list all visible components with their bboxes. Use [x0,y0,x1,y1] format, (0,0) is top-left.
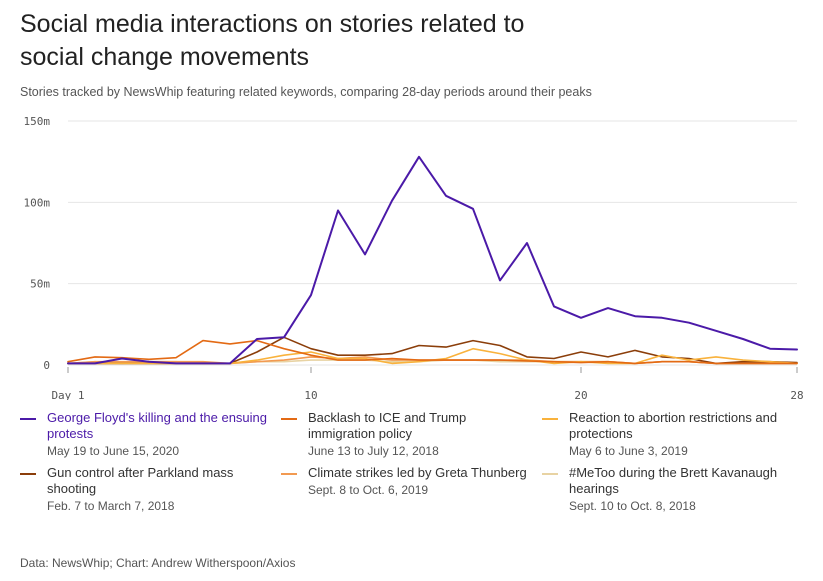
legend-label: #MeToo during the Brett Kavanaugh hearin… [569,465,778,496]
legend-swatch [20,473,36,475]
legend-dates: Sept. 10 to Oct. 8, 2018 [569,499,696,513]
y-tick-label: 50m [30,278,50,291]
x-tick-label: 28 [790,389,803,400]
gridlines: 0 50m 100m 150m [24,115,797,372]
x-axis: Day 1 10 20 28 [51,367,804,400]
legend-swatch [542,418,558,420]
legend-label: Backlash to ICE and Trump immigration po… [308,410,467,441]
legend-swatch [20,418,36,420]
series-line-1 [67,339,798,365]
chart-title: Social media interactions on stories rel… [20,10,525,71]
series-lines [67,155,798,365]
legend-dates: Sept. 8 to Oct. 6, 2019 [308,483,429,497]
legend-swatch [542,473,558,475]
x-tick-label: Day 1 [51,389,84,400]
chart-subtitle: Stories tracked by NewsWhip featuring re… [20,85,592,99]
y-tick-label: 150m [24,115,51,128]
legend-swatch [281,473,297,475]
legend-dates: June 13 to July 12, 2018 [308,444,439,458]
legend-dates: May 6 to June 3, 2019 [569,444,688,458]
legend-item-abortion: Reaction to abortion restrictions and pr… [542,410,792,459]
legend-item-metoo: #MeToo during the Brett Kavanaugh hearin… [542,465,792,514]
legend-swatch [281,418,297,420]
legend-label: Gun control after Parkland mass shooting [47,465,234,496]
legend-label: George Floyd's killing and the ensuing p… [47,410,268,441]
legend-item-floyd: George Floyd's killing and the ensuing p… [20,410,270,459]
legend-dates: May 19 to June 15, 2020 [47,444,180,458]
x-tick-label: 10 [304,389,317,400]
line-chart: 0 50m 100m 150m Day 1 10 20 28 [24,115,804,400]
legend-label: Reaction to abortion restrictions and pr… [569,410,778,441]
legend-item-climate: Climate strikes led by Greta Thunberg Se… [281,465,531,498]
legend-dates: Feb. 7 to March 7, 2018 [47,499,175,513]
legend-item-parkland: Gun control after Parkland mass shooting… [20,465,270,514]
source-credit: Data: NewsWhip; Chart: Andrew Witherspoo… [20,556,296,570]
legend: George Floyd's killing and the ensuing p… [20,410,810,520]
legend-label: Climate strikes led by Greta Thunberg [308,465,527,480]
series-line-0 [67,155,798,365]
y-tick-label: 100m [24,196,51,209]
y-tick-label: 0 [43,359,50,372]
x-tick-label: 20 [574,389,587,400]
legend-item-ice: Backlash to ICE and Trump immigration po… [281,410,531,459]
